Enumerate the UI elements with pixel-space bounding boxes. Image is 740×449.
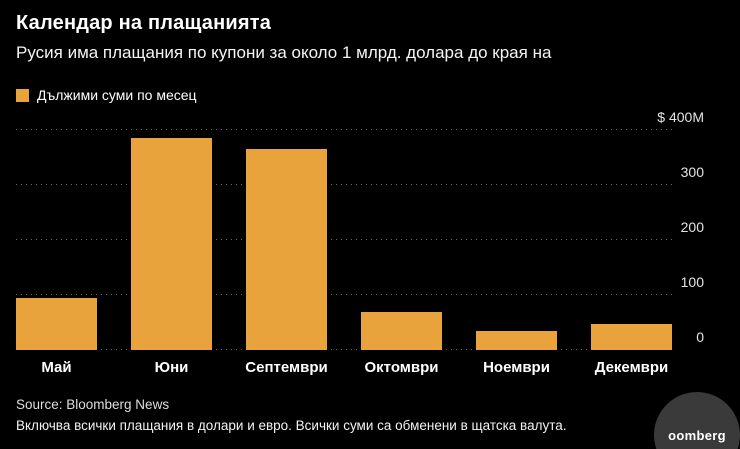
x-axis-label: Октомври bbox=[361, 359, 442, 376]
bar bbox=[476, 330, 557, 350]
gridline bbox=[16, 294, 672, 295]
bar bbox=[591, 324, 672, 350]
x-axis-label: Май bbox=[16, 359, 97, 376]
chart-subtitle: Русия има плащания по купони за около 1 … bbox=[16, 43, 552, 62]
x-axis-label-text: Юни bbox=[154, 359, 189, 376]
bar bbox=[16, 297, 97, 350]
x-axis: Май Юни Септември Октомври Ноември Декември bbox=[16, 359, 672, 376]
source-text: Source: Bloomberg News bbox=[16, 397, 170, 412]
legend-swatch bbox=[16, 88, 29, 102]
x-axis-label: Декември bbox=[591, 359, 672, 376]
legend-label: Дължими суми по месец bbox=[37, 87, 197, 103]
x-axis-label: Ноември bbox=[476, 359, 557, 376]
x-axis-label-text: Декември bbox=[594, 359, 669, 376]
y-axis-tick-label: 200 bbox=[680, 219, 704, 235]
watermark-text: oomberg bbox=[668, 427, 726, 443]
gridline bbox=[16, 129, 672, 130]
bar-series bbox=[16, 130, 672, 350]
x-axis-label-text: Октомври bbox=[364, 359, 439, 376]
y-axis-tick-label: 0 bbox=[696, 329, 704, 345]
y-axis-tick-label: 300 bbox=[680, 164, 704, 180]
page-title: Календар на плащанията bbox=[16, 12, 272, 34]
plot-area: 0 100 200 300 $ 400M bbox=[16, 110, 704, 350]
x-axis-label-text: Ноември bbox=[483, 359, 550, 376]
x-axis-label: Септември bbox=[245, 359, 328, 376]
gridline bbox=[16, 349, 672, 350]
y-axis-tick-label: 100 bbox=[680, 274, 704, 290]
bar bbox=[246, 149, 327, 350]
bar bbox=[131, 138, 212, 350]
bar bbox=[361, 311, 442, 350]
gridline bbox=[16, 184, 672, 185]
chart-legend: Дължими суми по месец bbox=[16, 87, 197, 103]
x-axis-label-text: Май bbox=[41, 359, 72, 376]
y-axis-tick-label: $ 400M bbox=[657, 109, 704, 125]
footnote-text: Включва всички плащания в долари и евро.… bbox=[16, 418, 567, 433]
x-axis-label-text: Септември bbox=[245, 359, 328, 376]
gridline bbox=[16, 239, 672, 240]
bloomberg-watermark-circle: oomberg bbox=[654, 392, 740, 449]
x-axis-label: Юни bbox=[131, 359, 212, 376]
